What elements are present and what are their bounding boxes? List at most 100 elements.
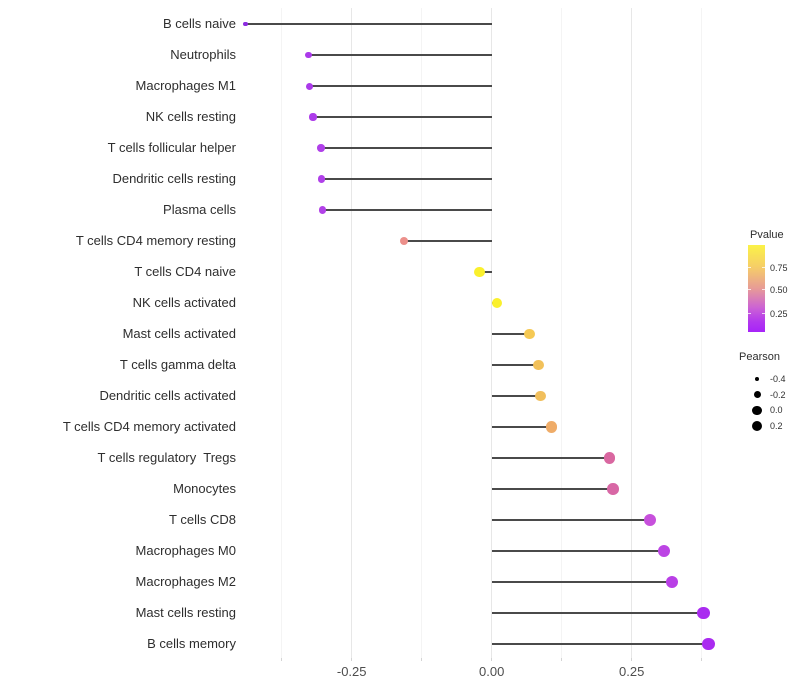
data-point-dot	[607, 483, 619, 495]
data-point-dot	[701, 637, 715, 651]
category-label: B cells memory	[147, 636, 236, 651]
pvalue-legend-title: Pvalue	[750, 229, 784, 241]
data-point-dot	[318, 206, 327, 214]
data-point-dot	[491, 297, 502, 309]
data-point-dot	[524, 328, 536, 340]
category-label: Monocytes	[173, 481, 236, 496]
minor-gridline	[561, 8, 563, 658]
major-gridline	[351, 8, 353, 658]
category-label: Macrophages M0	[135, 543, 236, 558]
axis-tick-mark	[281, 658, 283, 661]
pearson-legend-dot	[754, 376, 760, 382]
lollipop-stem	[403, 240, 492, 242]
category-label: Plasma cells	[163, 202, 236, 217]
major-gridline	[631, 8, 633, 658]
category-label: B cells naive	[163, 16, 236, 31]
lollipop-stem	[491, 612, 704, 614]
category-label: NK cells activated	[132, 295, 236, 310]
x-tick-label: 0.25	[619, 664, 645, 679]
data-point-dot	[534, 390, 546, 402]
lollipop-stem	[322, 209, 492, 211]
category-label: NK cells resting	[145, 109, 236, 124]
data-point-dot	[243, 21, 248, 27]
data-point-dot	[317, 144, 325, 152]
lollipop-stem	[491, 643, 709, 645]
lollipop-stem	[491, 550, 665, 552]
colorbar-tick-mark	[748, 289, 751, 291]
data-point-dot	[644, 514, 657, 526]
data-point-dot	[545, 421, 557, 433]
axis-tick-mark	[631, 658, 633, 661]
category-label: T cells CD4 naive	[134, 264, 236, 279]
lollipop-stem	[491, 426, 552, 428]
data-point-dot	[305, 82, 313, 90]
data-point-dot	[474, 266, 485, 278]
lollipop-stem	[491, 488, 614, 490]
category-label: Neutrophils	[170, 47, 236, 62]
category-label: T cells follicular helper	[107, 140, 236, 155]
pearson-legend-label: 0.0	[770, 405, 783, 416]
data-point-dot	[603, 452, 616, 464]
colorbar-tick-mark	[762, 289, 765, 291]
x-tick-label: -0.25	[336, 664, 367, 679]
lollipop-stem	[491, 364, 539, 366]
data-point-dot	[658, 544, 671, 558]
pearson-legend-label: -0.4	[770, 374, 786, 384]
pearson-legend-label: -0.2	[770, 389, 786, 400]
colorbar-tick-mark	[748, 313, 751, 315]
pearson-legend-dot	[752, 405, 762, 416]
lollipop-stem	[313, 116, 492, 118]
data-point-dot	[309, 113, 317, 121]
minor-gridline	[421, 8, 423, 658]
category-label: Mast cells activated	[122, 326, 236, 341]
minor-gridline	[281, 8, 283, 658]
lollipop-stem	[491, 581, 672, 583]
pearson-legend-dot	[751, 420, 763, 432]
category-label: T cells regulatory Tregs	[97, 450, 236, 465]
data-point-dot	[399, 236, 409, 246]
axis-tick-mark	[701, 658, 703, 661]
pvalue-tick-label: 0.25	[770, 308, 788, 319]
data-point-dot	[305, 51, 312, 59]
lollipop-stem	[320, 147, 492, 149]
major-gridline	[491, 8, 493, 658]
category-label: Macrophages M1	[135, 78, 236, 93]
x-tick-label: 0.00	[479, 664, 505, 679]
category-label: T cells CD4 memory activated	[62, 419, 236, 434]
category-label: Macrophages M2	[135, 574, 236, 589]
pvalue-tick-label: 0.75	[770, 262, 788, 273]
minor-gridline	[701, 8, 703, 658]
category-label: T cells CD8	[169, 512, 236, 527]
pvalue-colorbar	[748, 245, 765, 332]
category-label: Dendritic cells activated	[99, 388, 236, 403]
colorbar-tick-mark	[762, 313, 765, 315]
category-label: Dendritic cells resting	[112, 171, 236, 186]
lollipop-stem	[479, 271, 492, 273]
data-point-dot	[317, 175, 326, 183]
pearson-legend-title: Pearson	[739, 351, 780, 363]
category-label: T cells gamma delta	[119, 357, 236, 372]
lollipop-stem	[321, 178, 492, 180]
lollipop-stem	[491, 457, 610, 459]
data-point-dot	[533, 359, 545, 371]
lollipop-stem	[491, 395, 541, 397]
colorbar-tick-mark	[762, 267, 765, 269]
category-label: Mast cells resting	[135, 605, 236, 620]
lollipop-stem	[309, 85, 492, 87]
axis-tick-mark	[421, 658, 423, 661]
lollipop-stem	[308, 54, 492, 56]
category-label: T cells CD4 memory resting	[75, 233, 236, 248]
lollipop-stem	[491, 333, 530, 335]
data-point-dot	[696, 606, 710, 620]
axis-tick-mark	[491, 658, 493, 661]
axis-tick-mark	[561, 658, 563, 661]
lollipop-stem	[491, 519, 651, 521]
axis-tick-mark	[351, 658, 353, 661]
colorbar-tick-mark	[748, 267, 751, 269]
data-point-dot	[665, 575, 679, 589]
pearson-legend-label: 0.2	[770, 421, 783, 432]
pearson-legend-dot	[753, 391, 761, 399]
lollipop-stem	[245, 23, 492, 25]
pvalue-tick-label: 0.50	[770, 284, 788, 295]
